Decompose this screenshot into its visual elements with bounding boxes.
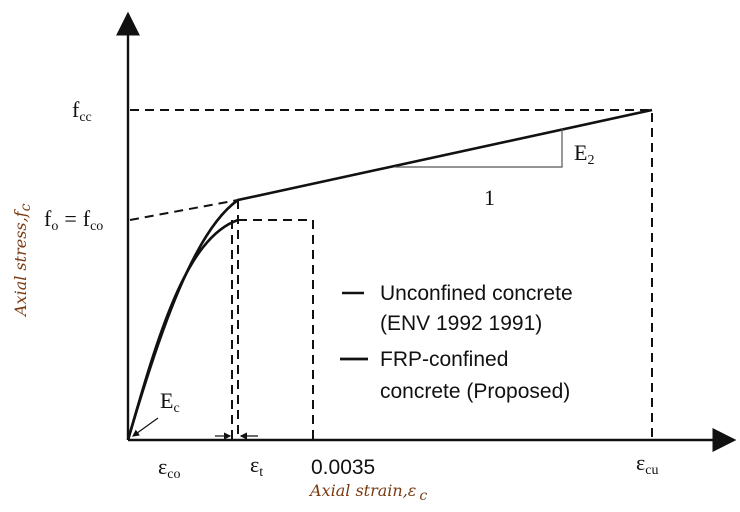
symbol: ε (158, 454, 167, 479)
subscript: o (51, 219, 58, 234)
slope-one: 1 (484, 185, 495, 210)
legend-label: Unconfined concrete (380, 282, 573, 305)
symbol: E (574, 140, 587, 165)
subscript: cu (645, 463, 658, 478)
e2-label: E2 (574, 140, 594, 168)
symbol: f (44, 206, 52, 231)
legend-label: concrete (Proposed) (380, 380, 570, 403)
symbol: E (160, 388, 173, 413)
symbol: ε (636, 450, 645, 475)
slope-triangle (395, 128, 563, 168)
subscript: 2 (587, 153, 594, 168)
symbol: f (72, 97, 80, 122)
text: Axial stress, (11, 217, 30, 318)
symbol: f (11, 208, 30, 218)
unconfined-tail (238, 219, 314, 440)
subscript: c (173, 401, 179, 416)
symbol: ε (408, 481, 417, 500)
fcc-label: fcc (72, 97, 92, 125)
eps-cu-label: εcu (636, 450, 658, 478)
symbol: f (83, 206, 91, 231)
fcc-guide (130, 109, 653, 440)
equals: = (64, 206, 76, 231)
strain-limit: 0.0035 (311, 456, 375, 479)
text: Axial strain, (308, 481, 408, 500)
subscript: cc (79, 110, 91, 125)
subscript: c (18, 203, 34, 211)
unconfined-curve (126, 218, 239, 441)
x-axis-title: Axial strain,ε c (308, 481, 427, 504)
subscript: co (90, 219, 103, 234)
subscript: co (167, 467, 180, 482)
ec-label: Ec (160, 388, 180, 416)
fo-extension (129, 199, 239, 221)
y-axis-title: Axial stress,fc (11, 203, 34, 318)
subscript: c (419, 488, 427, 504)
ec-arrow (132, 417, 159, 437)
eps-t-label: εt (250, 452, 263, 480)
fo-label: fo = fco (44, 206, 103, 234)
legend-label: FRP-confined (380, 348, 508, 371)
eps-co-label: εco (158, 454, 180, 482)
confined-curve (126, 108, 653, 441)
symbol: ε (250, 452, 259, 477)
subscript: t (259, 465, 263, 480)
legend-label: (ENV 1992 1991) (380, 312, 542, 335)
